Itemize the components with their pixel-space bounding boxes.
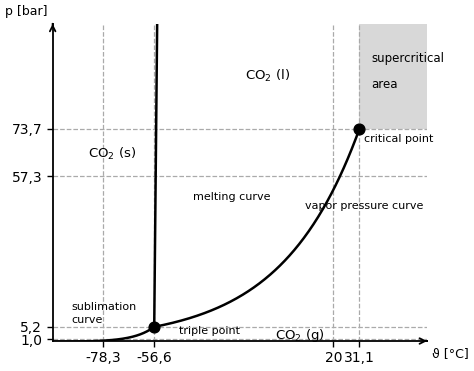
Text: curve: curve bbox=[72, 315, 103, 325]
Text: supercritical: supercritical bbox=[371, 52, 444, 65]
Point bbox=[356, 126, 363, 132]
Text: p [bar]: p [bar] bbox=[6, 5, 48, 18]
Text: critical point: critical point bbox=[364, 134, 433, 144]
Text: vapor pressure curve: vapor pressure curve bbox=[305, 201, 424, 211]
Text: ϑ [°C]: ϑ [°C] bbox=[432, 347, 468, 360]
Text: area: area bbox=[371, 78, 397, 91]
Text: CO$_2$ (g): CO$_2$ (g) bbox=[275, 327, 325, 344]
Bar bbox=[359, 24, 427, 129]
Text: triple point: triple point bbox=[179, 326, 240, 336]
Text: sublimation: sublimation bbox=[72, 302, 137, 312]
Text: CO$_2$ (s): CO$_2$ (s) bbox=[88, 146, 136, 162]
Text: melting curve: melting curve bbox=[193, 192, 271, 202]
Text: CO$_2$ (l): CO$_2$ (l) bbox=[245, 68, 290, 84]
Point bbox=[150, 324, 158, 330]
